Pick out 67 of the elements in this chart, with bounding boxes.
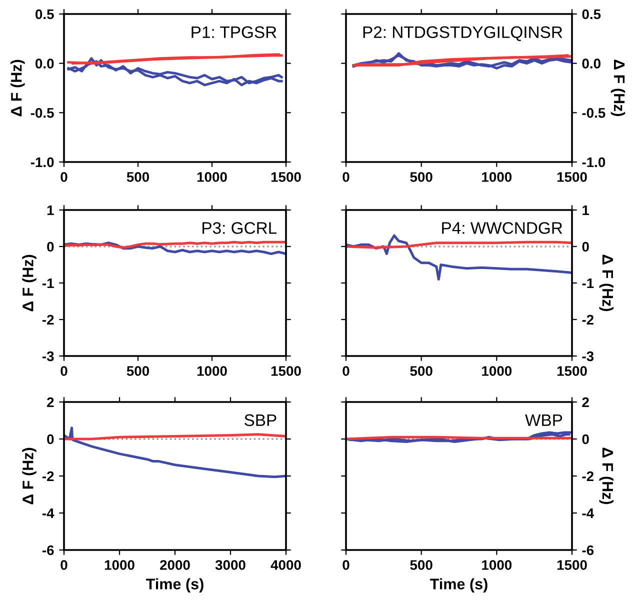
y2-tick-label: -0.5 — [582, 108, 606, 118]
x-tick-label: 500 — [126, 366, 150, 376]
x-tick-label: 500 — [126, 172, 150, 182]
y-tick-label: -3 — [42, 351, 54, 362]
y2-tick-label: -2 — [582, 471, 594, 482]
y2-tick-label: 0.0 — [582, 58, 600, 69]
text: SBP — [244, 414, 276, 426]
text: WBP — [525, 414, 562, 426]
x-axis-title: Time (s) — [430, 578, 488, 592]
y-tick-label: 0 — [47, 242, 54, 252]
x-tick-label: 1500 — [557, 560, 587, 570]
y-tick-label: 1 — [47, 205, 54, 216]
text: P1: TPGSR — [192, 26, 276, 38]
x-tick-label: 1000 — [482, 560, 512, 570]
y-axis-title: Δ F (Hz) — [10, 60, 25, 116]
y-tick-label: 0 — [47, 434, 54, 444]
x-tick-label: 4000 — [270, 560, 301, 570]
x-tick-label: 1500 — [271, 172, 301, 182]
x-tick-label: 0 — [342, 172, 350, 182]
x-tick-label: 0 — [342, 366, 350, 376]
x-tick-label: 1000 — [197, 172, 227, 182]
y-axis-title: Δ F (Hz) — [22, 254, 36, 312]
x-tick-label: 2000 — [160, 560, 190, 570]
x-tick-label: 500 — [410, 560, 432, 570]
y-tick-label: -2 — [42, 314, 54, 325]
y2-tick-label: -1 — [582, 278, 594, 288]
y2-tick-label: -4 — [582, 508, 594, 518]
y2-axis-title: Δ F (Hz) — [610, 60, 626, 116]
text: P3: GCRL — [202, 222, 277, 234]
x-tick-label: 1500 — [271, 366, 301, 376]
y2-tick-label: 0 — [582, 434, 589, 444]
x-tick-label: 3000 — [215, 560, 246, 570]
x-tick-label: 0 — [60, 172, 68, 182]
text: P2: NTDGSTDYGILQINSR — [363, 26, 562, 42]
text: P4: WWCNDGR — [442, 222, 562, 234]
x-tick-label: 1500 — [557, 172, 587, 182]
y2-tick-label: -6 — [582, 545, 594, 556]
x-tick-label: 500 — [410, 172, 432, 182]
y2-axis-title: Δ F (Hz) — [599, 254, 614, 312]
y2-tick-label: 0 — [582, 242, 589, 252]
y-tick-label: -1 — [42, 278, 54, 288]
y2-tick-label: 0.5 — [582, 9, 601, 20]
y-tick-label: 0.5 — [36, 9, 54, 20]
x-tick-label: 1500 — [557, 366, 587, 376]
y-tick-label: -4 — [42, 508, 54, 518]
y-tick-label: 0.0 — [36, 58, 54, 69]
x-tick-label: 0 — [342, 560, 350, 570]
y2-axis-title: Δ F (Hz) — [599, 448, 614, 504]
x-tick-label: 1000 — [197, 366, 227, 376]
x-tick-label: 0 — [60, 560, 68, 570]
y-tick-label: 2 — [47, 397, 54, 408]
y2-tick-label: -3 — [582, 351, 594, 362]
y2-tick-label: -2 — [582, 314, 594, 325]
y-tick-label: -0.5 — [30, 108, 54, 118]
y2-tick-label: -1.0 — [582, 157, 606, 168]
y-tick-label: -2 — [42, 471, 54, 482]
y-tick-label: -1.0 — [30, 157, 54, 168]
x-axis-title: Time (s) — [146, 578, 204, 592]
y-axis-title: Δ F (Hz) — [22, 448, 36, 504]
x-tick-label: 1000 — [482, 366, 512, 376]
y-tick-label: -6 — [42, 545, 54, 556]
y2-tick-label: 2 — [582, 397, 589, 408]
x-tick-label: 0 — [60, 366, 68, 376]
y2-tick-label: 1 — [582, 205, 590, 216]
x-tick-label: 1000 — [104, 560, 134, 570]
x-tick-label: 1000 — [482, 172, 512, 182]
x-tick-label: 500 — [410, 366, 432, 376]
